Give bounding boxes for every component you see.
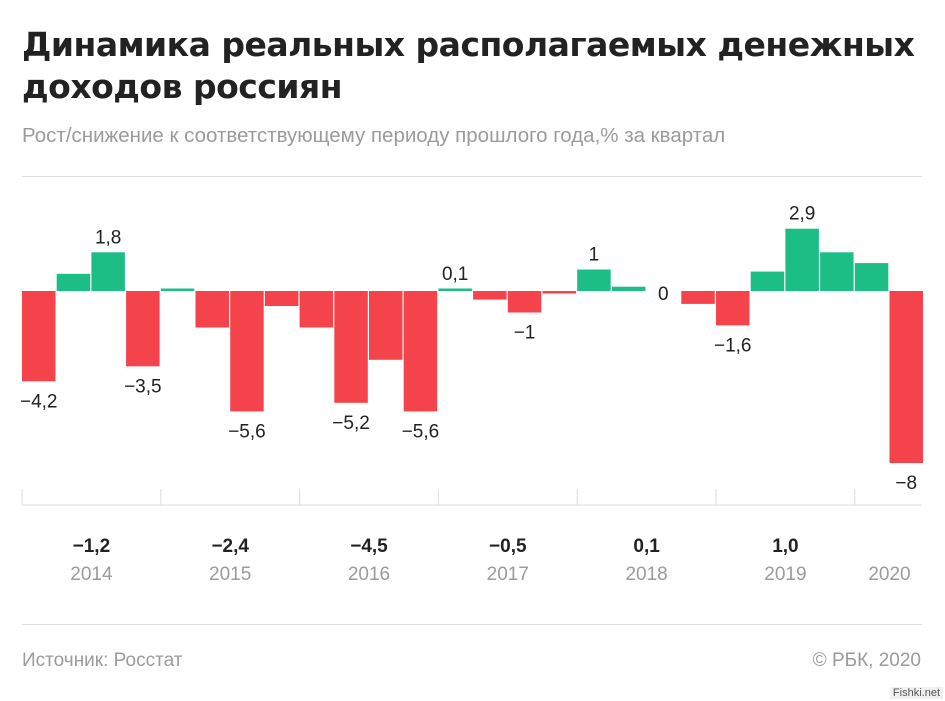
bar (507, 291, 542, 313)
watermark-text: Fishki.net (889, 687, 943, 699)
data-label: −1,6 (714, 335, 752, 356)
data-label: 1,8 (95, 227, 121, 248)
bar (889, 291, 923, 463)
annual-value-label: 0,1 (633, 536, 660, 557)
data-label: −5,6 (402, 421, 440, 442)
bar (334, 291, 368, 403)
year-tick-label: 2018 (625, 564, 667, 585)
bar (577, 269, 611, 291)
year-tick-label: 2014 (70, 564, 113, 585)
data-label: −1 (514, 323, 536, 344)
copyright-note: © РБК, 2020 (812, 650, 921, 671)
annual-value-label: −0,5 (489, 536, 527, 557)
year-tick-label: 2019 (764, 564, 806, 585)
annual-value-label: −1,2 (73, 536, 111, 557)
data-label: −8 (895, 473, 917, 494)
bar (854, 263, 889, 291)
bar (681, 291, 715, 304)
bar (542, 291, 576, 294)
bar (91, 252, 125, 291)
bar (299, 291, 334, 328)
annual-value-label: −2,4 (211, 536, 249, 557)
bar (56, 273, 91, 291)
bar (230, 291, 264, 412)
bar (820, 252, 854, 291)
bar (473, 291, 507, 300)
bar (611, 286, 646, 291)
bar (785, 228, 819, 292)
top-divider (22, 176, 922, 177)
data-label: −3,5 (124, 376, 162, 397)
bar (22, 291, 56, 382)
bar (369, 291, 403, 360)
data-label: −5,6 (228, 421, 266, 442)
bar (750, 271, 785, 291)
year-tick-label: 2017 (487, 564, 529, 585)
bar (438, 288, 472, 291)
bar (126, 291, 160, 367)
data-label: −4,2 (20, 391, 58, 412)
data-label: 0 (658, 284, 669, 305)
bar (716, 291, 750, 326)
data-label: 2,9 (789, 204, 815, 225)
chart-title: Динамика реальных располагаемых денежных… (22, 25, 915, 106)
bar (195, 291, 229, 328)
year-tick-label: 2015 (209, 564, 251, 585)
data-label: −5,2 (332, 413, 370, 434)
bar-chart: −4,2 1,8 −3,5 −5,6 −5,2 −5,6 0,1 −1 1 0 −1,6 2,9 −8 −… (20, 204, 923, 585)
source-note: Источник: Росстат (22, 650, 183, 671)
data-label: 0,1 (442, 264, 468, 285)
year-tick-label: 2016 (348, 564, 390, 585)
bottom-divider (22, 624, 922, 625)
year-tick-label: 2020 (868, 564, 910, 585)
bar (264, 291, 299, 306)
bar (403, 291, 438, 412)
annual-value-label: −4,5 (350, 536, 388, 557)
bar (160, 288, 195, 291)
annual-value-label: 1,0 (772, 536, 798, 557)
data-label: 1 (589, 245, 600, 266)
chart-subtitle: Рост/снижение к соответствующему периоду… (22, 124, 726, 147)
